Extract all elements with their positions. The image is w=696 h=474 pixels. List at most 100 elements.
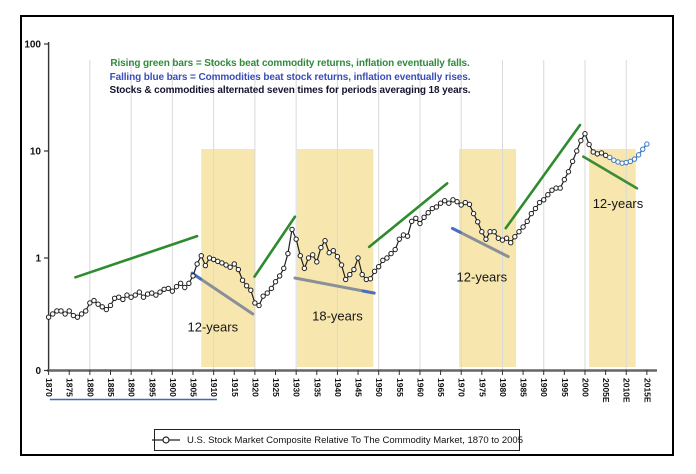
- data-point-marker: [392, 246, 398, 253]
- x-tick-label: 1965: [436, 378, 446, 397]
- data-point-marker: [475, 219, 481, 225]
- data-point-marker: [512, 234, 518, 240]
- x-tick-label: 1915: [230, 378, 240, 397]
- data-point-marker: [78, 311, 85, 317]
- period-annotation: 18-years: [312, 308, 363, 323]
- data-point-marker: [305, 255, 312, 261]
- x-tick-label: 1950: [374, 378, 384, 397]
- data-point-marker: [458, 202, 464, 208]
- y-tick-label: 1: [35, 254, 41, 265]
- data-point-marker: [503, 235, 510, 241]
- estimate-point-marker: [627, 158, 634, 165]
- data-point-marker: [165, 285, 171, 292]
- x-tick-label: 1980: [498, 378, 508, 397]
- data-point-marker: [565, 169, 572, 175]
- x-tick-label: 1905: [189, 378, 199, 397]
- x-tick-label: 1920: [250, 378, 260, 397]
- estimate-point-marker: [644, 141, 650, 147]
- x-tick-label: 1935: [312, 378, 322, 397]
- note-falling-blue-bars: Falling blue bars = Commodities beat sto…: [109, 71, 471, 83]
- data-point-marker: [561, 176, 568, 183]
- data-point-marker: [107, 302, 114, 309]
- data-point-marker: [153, 292, 159, 298]
- series-actual-line: [48, 132, 606, 318]
- uptrend-1948-1967: [367, 182, 449, 249]
- data-point-marker: [479, 229, 485, 235]
- legend-series-marker-icon: [152, 436, 180, 444]
- data-point-marker: [437, 200, 444, 206]
- data-point-marker: [128, 294, 134, 300]
- data-point-marker: [260, 293, 266, 299]
- data-point-marker: [483, 236, 489, 242]
- uptrend-1920-1930: [253, 215, 297, 278]
- data-point-marker: [582, 131, 588, 137]
- data-point-marker: [351, 266, 357, 273]
- x-tick-label: 1875: [65, 378, 75, 397]
- data-point-marker: [182, 284, 188, 291]
- data-point-marker: [578, 137, 584, 144]
- data-point-marker: [326, 250, 332, 256]
- data-point-marker: [95, 301, 101, 307]
- data-point-marker: [301, 265, 308, 272]
- data-point-marker: [347, 271, 353, 278]
- data-point-marker: [314, 259, 320, 265]
- data-point-marker: [132, 292, 138, 298]
- data-point-marker: [598, 150, 605, 156]
- data-point-marker: [549, 187, 555, 193]
- data-point-marker: [124, 292, 130, 298]
- uptrend-1981-1999: [504, 123, 582, 230]
- data-point-marker: [380, 257, 386, 264]
- data-point-marker: [297, 253, 303, 259]
- x-tick-label: 1895: [147, 378, 157, 397]
- data-point-marker: [545, 192, 551, 198]
- uptrend-1876-1906: [74, 234, 199, 279]
- data-point-marker: [446, 200, 452, 206]
- period-annotation: 12-years: [188, 319, 239, 334]
- x-tick-label: 2000: [580, 378, 590, 397]
- data-point-marker: [231, 261, 237, 267]
- data-point-marker: [602, 152, 609, 159]
- data-point-marker: [309, 252, 316, 258]
- x-tick-label: 1990: [539, 378, 549, 397]
- data-point-marker: [268, 285, 275, 292]
- x-tick-label: 2010E: [622, 378, 632, 403]
- x-tick-label: 2005E: [601, 378, 611, 403]
- data-point-marker: [433, 204, 440, 210]
- data-point-marker: [186, 280, 192, 287]
- data-point-marker: [99, 304, 105, 310]
- data-point-marker: [58, 308, 64, 314]
- data-point-marker: [524, 218, 530, 225]
- estimate-point-marker: [607, 154, 613, 161]
- data-point-marker: [227, 264, 233, 270]
- data-point-marker: [408, 218, 415, 225]
- data-point-marker: [355, 255, 361, 261]
- data-point-marker: [557, 185, 563, 191]
- data-point-marker: [322, 238, 328, 244]
- data-point-marker: [169, 288, 176, 294]
- data-point-marker: [285, 250, 291, 257]
- data-point-marker: [450, 197, 456, 203]
- data-point-marker: [264, 290, 270, 296]
- data-point-marker: [413, 215, 419, 221]
- data-point-marker: [466, 201, 473, 208]
- x-tick-label: 1940: [333, 378, 343, 397]
- data-point-marker: [239, 277, 246, 283]
- y-tick-label: 0: [35, 366, 41, 377]
- period-annotation: 12-years: [593, 196, 644, 211]
- data-point-marker: [116, 294, 122, 300]
- data-point-marker: [342, 276, 349, 283]
- data-point-marker: [516, 229, 522, 235]
- data-point-marker: [441, 198, 448, 204]
- y-tick-label: 10: [30, 147, 42, 158]
- data-point-marker: [318, 244, 324, 251]
- data-point-marker: [569, 158, 576, 165]
- x-tick-label: 1900: [168, 378, 178, 397]
- downtrend-1930-1949-tip: [361, 289, 376, 295]
- data-point-marker: [190, 273, 196, 279]
- data-point-marker: [87, 300, 93, 306]
- data-point-marker: [421, 214, 427, 221]
- data-point-marker: [74, 314, 81, 320]
- x-tick-label: 1890: [127, 378, 137, 397]
- data-point-marker: [508, 239, 514, 246]
